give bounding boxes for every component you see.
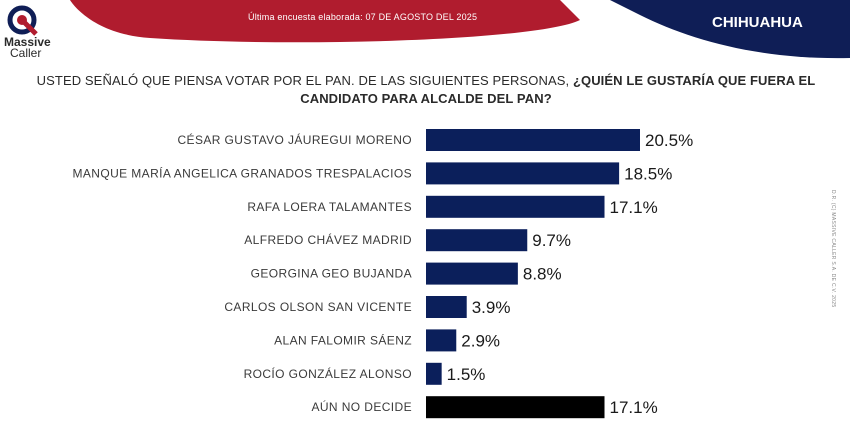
- value-label: 8.8%: [523, 265, 562, 284]
- region-title: CHIHUAHUA: [712, 14, 803, 31]
- value-label: 18.5%: [624, 164, 672, 183]
- bar: [426, 296, 467, 318]
- category-label: GEORGINA GEO BUJANDA: [251, 267, 412, 281]
- value-label: 1.5%: [447, 365, 486, 384]
- category-label: ROCÍO GONZÁLEZ ALONSO: [244, 366, 412, 381]
- bar: [426, 362, 442, 385]
- category-label: CÉSAR GUSTAVO JÁUREGUI MORENO: [177, 132, 412, 147]
- category-label: CARLOS OLSON SAN VICENTE: [224, 300, 412, 314]
- value-label: 3.9%: [472, 298, 511, 317]
- category-label: RAFA LOERA TALAMANTES: [247, 200, 412, 214]
- question-normal: USTED SEÑALÓ QUE PIENSA VOTAR POR EL PAN…: [36, 73, 573, 88]
- massive-caller-logo: [4, 4, 64, 64]
- value-label: 9.7%: [532, 231, 571, 250]
- brand-line2: Caller: [10, 46, 42, 60]
- bar: [426, 329, 457, 352]
- bar: [426, 396, 605, 419]
- bar: [426, 129, 640, 151]
- bar: [426, 195, 605, 218]
- banner-red-shape: [0, 0, 580, 43]
- question-bold: ¿QUIÉN LE GUSTARÍA QUE FUERA EL CANDIDAT…: [300, 73, 816, 106]
- brand-name: Massive Caller: [4, 35, 51, 60]
- question-text: USTED SEÑALÓ QUE PIENSA VOTAR POR EL PAN…: [20, 72, 832, 108]
- value-label: 2.9%: [461, 331, 500, 350]
- bar: [426, 229, 528, 252]
- value-label: 17.1%: [610, 198, 658, 217]
- category-label: ALFREDO CHÁVEZ MADRID: [244, 232, 412, 247]
- category-label: ALAN FALOMIR SÁENZ: [274, 332, 412, 347]
- value-label: 20.5%: [645, 131, 693, 150]
- header-banner: [0, 0, 850, 59]
- bar: [426, 162, 620, 185]
- value-label: 17.1%: [610, 398, 658, 417]
- category-label: AÚN NO DECIDE: [311, 399, 412, 414]
- banner-navy-shape: [610, 0, 850, 59]
- category-label: MANQUE MARÍA ANGELICA GRANADOS TRESPALAC…: [72, 165, 412, 180]
- survey-date: Última encuesta elaborada: 07 DE AGOSTO …: [248, 12, 478, 22]
- brand-line1: Massive: [4, 35, 51, 49]
- bar: [426, 262, 518, 285]
